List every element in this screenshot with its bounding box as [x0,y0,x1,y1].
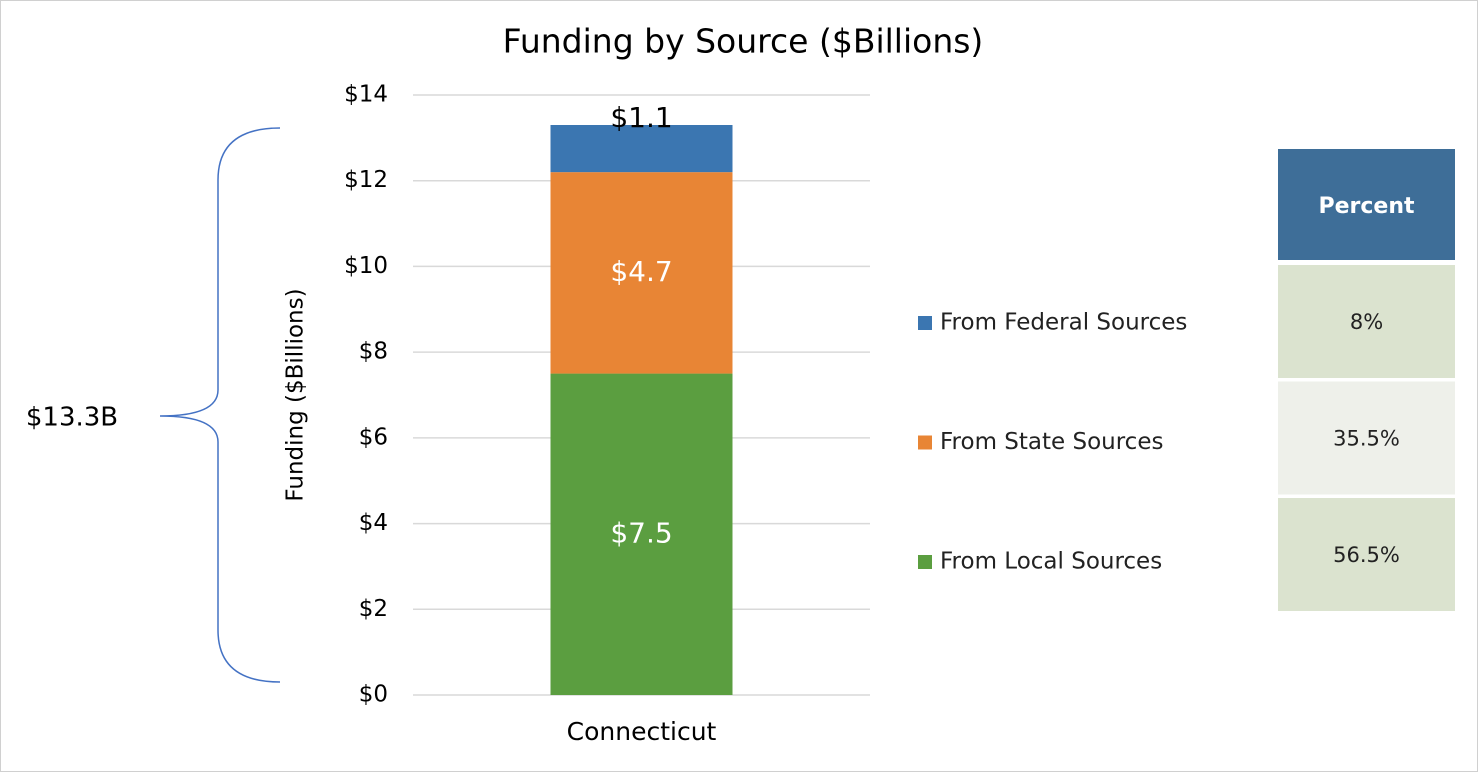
table-header: Percent [1318,194,1415,219]
legend-swatch [918,435,932,450]
table-cell [1278,381,1455,495]
bar-segment [550,125,733,173]
legend-swatch [918,555,932,569]
chart-title: Funding by Source ($Billions) [503,22,984,61]
y-tick-label: $14 [344,82,388,108]
legend-label: From State Sources [940,429,1163,455]
y-tick-label: $8 [359,339,388,365]
x-tick-label: Connecticut [567,717,717,746]
y-tick-label: $12 [344,167,388,193]
data-label: $4.7 [610,255,672,288]
legend-label: From Federal Sources [940,310,1187,336]
y-tick-label: $6 [359,424,388,450]
y-tick-label: $0 [359,682,388,708]
table-cell [1278,265,1455,378]
brace [159,127,281,683]
y-tick-label: $4 [359,510,388,536]
total-annotation: $13.3B [26,403,118,433]
table-header-cell [1278,149,1455,260]
bar-segment [550,373,733,695]
table-cell [1278,498,1455,611]
legend-swatch [918,316,932,330]
y-axis-label: Funding ($Billions) [283,288,309,501]
table-cell-text: 35.5% [1333,427,1400,451]
table-cell-text: 8% [1350,310,1383,334]
legend-label: From Local Sources [940,549,1162,575]
data-label: $7.5 [610,516,672,549]
y-tick-label: $10 [344,253,388,279]
data-label: $1.1 [610,101,672,134]
y-tick-label: $2 [359,596,388,622]
bar-segment [550,172,733,374]
table-cell-text: 56.5% [1333,543,1400,567]
